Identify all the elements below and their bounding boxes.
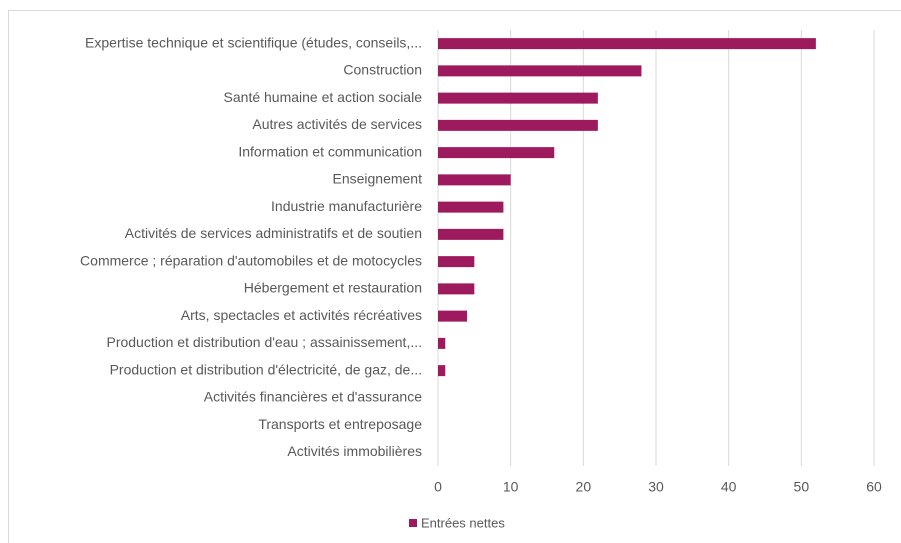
x-tick-label: 50 <box>794 479 810 495</box>
y-tick-label: Expertise technique et scientifique (étu… <box>85 34 422 50</box>
y-tick-label: Santé humaine et action sociale <box>224 89 423 105</box>
bar <box>438 92 598 104</box>
y-tick-label: Production et distribution d'eau ; assai… <box>106 334 422 350</box>
bar <box>438 65 642 77</box>
y-tick-label: Construction <box>343 62 422 78</box>
y-tick-label: Activités immobilières <box>287 443 422 459</box>
legend-swatch <box>409 519 417 527</box>
bar <box>438 365 446 377</box>
bar <box>438 119 598 131</box>
y-tick-label: Autres activités de services <box>252 116 422 132</box>
chart-frame <box>8 10 901 543</box>
y-tick-label: Enseignement <box>332 171 422 187</box>
y-tick-label: Hébergement et restauration <box>244 280 422 296</box>
y-tick-label: Production et distribution d'électricité… <box>110 361 422 377</box>
x-tick-label: 40 <box>721 479 737 495</box>
bar <box>438 228 504 240</box>
y-tick-label: Transports et entreposage <box>258 416 422 432</box>
x-tick-label: 20 <box>576 479 592 495</box>
y-tick-label: Arts, spectacles et activités récréative… <box>181 307 422 323</box>
bar <box>438 310 468 322</box>
bar <box>438 337 446 349</box>
bar <box>438 174 511 186</box>
legend-label: Entrées nettes <box>421 515 505 530</box>
y-tick-label: Commerce ; réparation d'automobiles et d… <box>80 252 422 268</box>
x-tick-label: 30 <box>648 479 664 495</box>
bar <box>438 38 816 50</box>
y-tick-label: Activités financières et d'assurance <box>204 389 422 405</box>
bar <box>438 256 475 268</box>
bar <box>438 283 475 295</box>
y-tick-label: Activités de services administratifs et … <box>125 225 422 241</box>
x-tick-label: 10 <box>503 479 519 495</box>
x-tick-label: 60 <box>866 479 882 495</box>
y-tick-label: Industrie manufacturière <box>271 198 422 214</box>
y-tick-label: Information et communication <box>238 143 422 159</box>
bar <box>438 201 504 213</box>
bar <box>438 147 555 159</box>
x-tick-label: 0 <box>434 479 442 495</box>
